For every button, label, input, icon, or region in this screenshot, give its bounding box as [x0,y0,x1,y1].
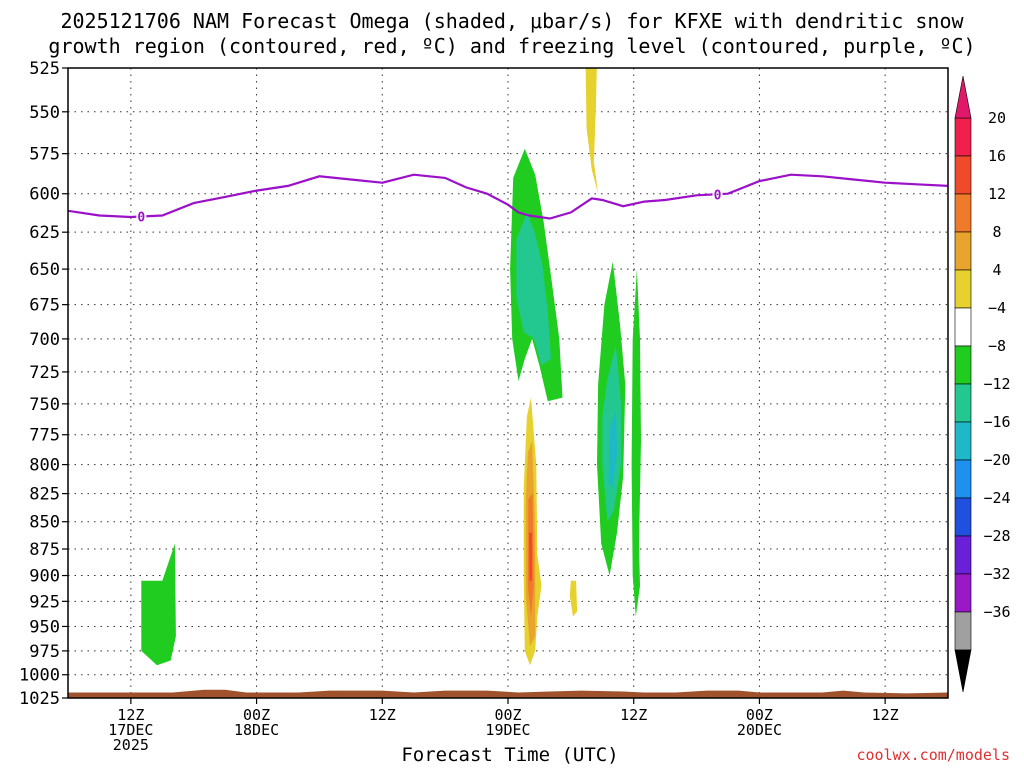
colorbar-label: −24 [983,489,1010,507]
chart-title-line-1: 2025121706 NAM Forecast Omega (shaded, μ… [60,9,964,33]
omega-region [569,580,578,617]
y-tick-label: 525 [29,59,60,79]
y-tick-label: 650 [29,260,60,280]
credit-text: coolwx.com/models [856,746,1010,764]
omega-region [608,410,617,488]
colorbar-swatch [954,383,972,423]
colorbar-swatch [954,155,972,195]
x-tick-label: 20DEC [737,721,782,739]
y-tick-label: 750 [29,395,60,415]
y-tick-label: 900 [29,567,60,587]
colorbar-label: −28 [983,527,1010,545]
colorbar-swatch [954,117,972,157]
freezing-level: 00 [68,173,948,225]
x-tick-label: 00Z [243,706,270,724]
y-tick-label: 700 [29,330,60,350]
y-tick-label: 675 [29,296,60,316]
colorbar-swatch [954,345,972,385]
freezing-level-label: 0 [714,188,722,203]
freezing-level-label: 0 [137,210,145,225]
contour-label-bg [136,209,147,224]
y-tick-label: 1025 [19,689,60,709]
y-tick-label: 800 [29,456,60,476]
colorbar-swatch [954,611,972,651]
y-tick-label: 975 [29,642,60,662]
colorbar-label: −4 [988,299,1006,317]
y-tick-label: 850 [29,513,60,533]
x-tick-label: 12Z [369,706,396,724]
plot-area [68,68,948,698]
colorbar-label: 20 [988,109,1006,127]
y-tick-label: 575 [29,145,60,165]
colorbar-label: −8 [988,337,1006,355]
colorbar-label: −20 [983,451,1010,469]
chart-title-line-2: growth region (contoured, red, ºC) and f… [48,34,976,58]
x-tick-label: 00Z [746,706,773,724]
colorbar-label: 8 [992,223,1001,241]
colorbar-label: −36 [983,603,1010,621]
y-tick-label: 725 [29,363,60,383]
grid-lines [68,67,948,699]
y-tick-label: 625 [29,223,60,243]
colorbar: 20 16 12 8 4 −4 −8 −12 −16 −20 −24 −28 −32 −36 [954,75,1011,693]
colorbar-swatch [954,459,972,499]
colorbar-label: 4 [992,261,1001,279]
x-tick-label: 12Z [117,706,144,724]
x-axis-title: Forecast Time (UTC) [401,744,619,766]
omega-shading [141,68,641,666]
colorbar-swatch [954,307,972,347]
y-axis: 525 550 575 600 625 650 675 700 725 750 775 800 825 8… [19,59,68,709]
colorbar-label: 16 [988,147,1006,165]
x-tick-label: 17DEC [108,721,153,739]
y-tick-label: 600 [29,185,60,205]
y-tick-label: 875 [29,540,60,560]
colorbar-swatch [954,231,972,271]
freezing-level-line [68,173,948,220]
colorbar-swatch [954,269,972,309]
colorbar-swatch [954,497,972,537]
y-tick-label: 950 [29,617,60,637]
y-tick-label: 825 [29,485,60,505]
colorbar-swatch [954,193,972,233]
x-tick-label: 00Z [494,706,521,724]
contour-label-bg [712,187,723,202]
colorbar-top-arrow [954,75,972,119]
omega-region [585,68,599,194]
y-tick-label: 775 [29,426,60,446]
y-tick-label: 1000 [19,666,60,686]
omega-region [631,269,641,617]
y-tick-label: 925 [29,592,60,612]
colorbar-bottom-arrow [954,649,972,693]
colorbar-label: −16 [983,413,1010,431]
terrain-area [68,689,948,698]
colorbar-swatch [954,573,972,613]
x-tick-label: 18DEC [234,721,279,739]
x-tick-label: 2025 [113,736,149,754]
y-tick-label: 550 [29,103,60,123]
colorbar-label: −32 [983,565,1010,583]
colorbar-swatch [954,421,972,461]
colorbar-swatch [954,535,972,575]
omega-region [516,212,551,366]
x-tick-label: 19DEC [485,721,530,739]
omega-region [141,543,176,666]
omega-region [529,532,533,581]
colorbar-label: −12 [983,375,1010,393]
x-tick-label: 12Z [872,706,899,724]
colorbar-label: 12 [988,185,1006,203]
x-tick-label: 12Z [620,706,647,724]
terrain-fill [68,689,948,698]
